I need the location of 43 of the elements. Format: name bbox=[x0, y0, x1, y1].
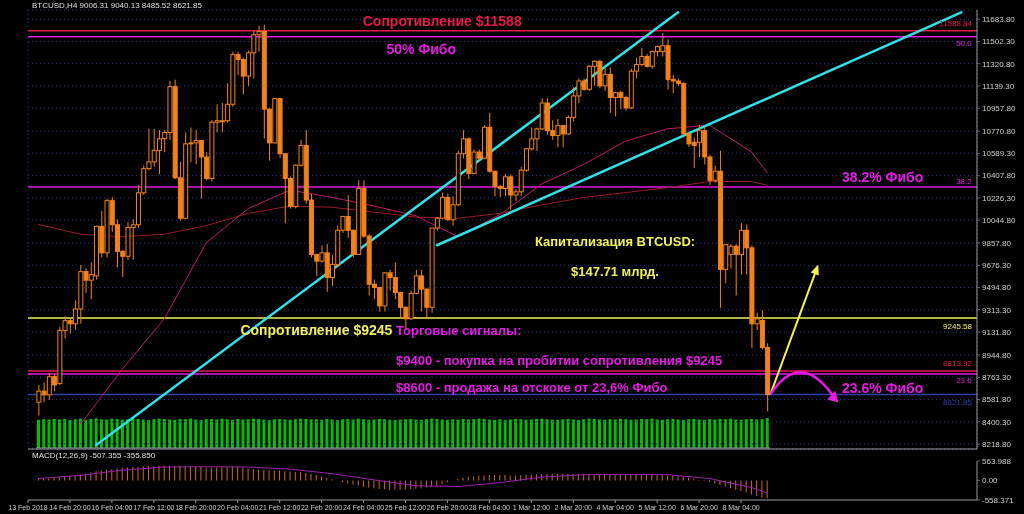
y-tick-label: 10957.80 bbox=[982, 104, 1016, 114]
y-tick-label: 10589.30 bbox=[982, 149, 1016, 159]
y-tick-label: 8763.30 bbox=[982, 373, 1012, 383]
annotation: 38.2 bbox=[956, 177, 973, 187]
annotation: 38.2% Фибо bbox=[841, 169, 924, 186]
y-tick-label: 9131.80 bbox=[982, 327, 1012, 337]
chart-title: BTCUSD,H4 9006.31 9040.13 8485.52 8621.85 bbox=[32, 1, 202, 10]
annotation: 23.6% Фибо bbox=[841, 379, 924, 396]
y-tick-label: 9494.80 bbox=[982, 283, 1012, 293]
ref-line-label: 9245.58 bbox=[943, 321, 973, 331]
annotation: 50% Фибо bbox=[386, 40, 457, 57]
y-tick-label: 563.988 bbox=[982, 456, 1012, 466]
annotation: $9400 - покупка на пробитии сопротивления $9245 bbox=[396, 353, 723, 368]
y-tick-label: 11683.80 bbox=[982, 15, 1016, 25]
annotation: 23.6 bbox=[956, 375, 973, 385]
ref-line-label: 8621.85 bbox=[943, 398, 973, 408]
y-tick-label: 11139.30 bbox=[982, 81, 1015, 91]
chart-title: MACD(12,26,9) -507.355 -355.850 bbox=[32, 451, 156, 460]
ref-line-label: 11588.84 bbox=[939, 18, 973, 28]
line-series bbox=[37, 181, 768, 238]
y-tick-label: 8944.80 bbox=[982, 350, 1012, 360]
annotation: Сопротивление $11588 bbox=[362, 12, 522, 29]
y-tick-label: 0.00 bbox=[982, 476, 999, 486]
y-tick-label: 8581.80 bbox=[982, 395, 1012, 405]
y-tick-label: 11320.80 bbox=[982, 59, 1016, 69]
y-tick-label: 10407.80 bbox=[982, 171, 1016, 181]
annotation: $147.71 млрд. bbox=[571, 264, 659, 279]
y-tick-label: 8218.80 bbox=[982, 439, 1012, 449]
y-tick-label: 10226.30 bbox=[982, 193, 1016, 203]
y-tick-label: 10044.80 bbox=[982, 215, 1016, 225]
y-tick-label: 10770.80 bbox=[982, 126, 1016, 136]
y-tick-label: 11502.30 bbox=[982, 37, 1016, 47]
line-series bbox=[37, 466, 768, 494]
y-tick-label: 9857.80 bbox=[982, 238, 1012, 248]
ref-line-label: 8813.92 bbox=[943, 359, 973, 369]
annotation: Торговые сигналы: bbox=[396, 323, 522, 338]
y-tick-label: 9676.30 bbox=[982, 261, 1012, 271]
annotation: 50.0 bbox=[956, 38, 973, 48]
y-tick-label: -558.371 bbox=[982, 495, 1015, 505]
annotation: Капитализация BTCUSD: bbox=[534, 234, 696, 249]
y-tick-label: 8400.30 bbox=[982, 417, 1012, 427]
y-tick-label: 9313.30 bbox=[982, 305, 1012, 315]
annotation: $8600 - продажа на отскоке от 23,6% Фибо bbox=[396, 380, 668, 395]
